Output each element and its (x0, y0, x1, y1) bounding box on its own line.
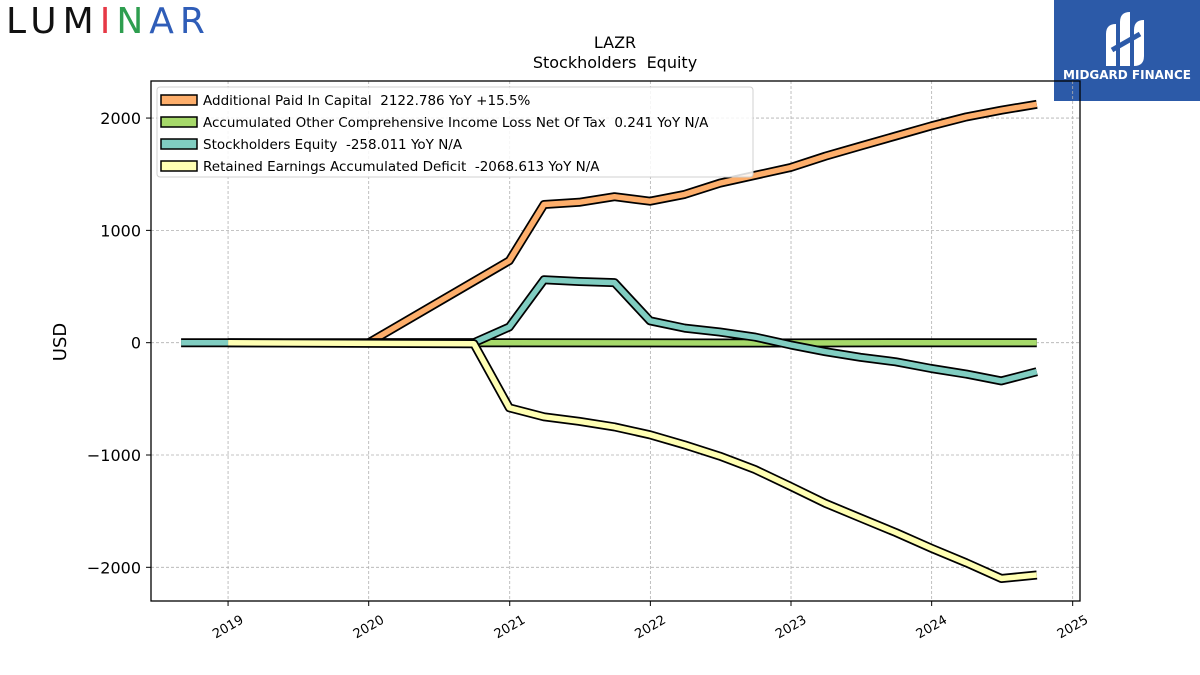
legend-swatch (161, 139, 197, 149)
series-line-3 (181, 280, 1037, 381)
legend-entry: Additional Paid In Capital 2122.786 YoY … (203, 93, 531, 109)
chart-subtitle: Stockholders Equity (533, 53, 697, 72)
x-tick-label: 2021 (492, 613, 528, 643)
y-tick-label: 2000 (100, 109, 141, 128)
x-tick-label: 2020 (351, 613, 387, 643)
legend-entry: Stockholders Equity -258.011 YoY N/A (203, 137, 463, 153)
y-tick-label: −1000 (87, 446, 141, 465)
legend-entry: Accumulated Other Comprehensive Income L… (203, 115, 709, 131)
chart-title: LAZR (594, 33, 636, 52)
x-tick-label: 2022 (633, 613, 669, 643)
y-tick-label: 0 (131, 334, 141, 353)
x-tick-label: 2025 (1055, 613, 1091, 643)
y-axis-label: USD (50, 323, 71, 361)
series-line-4 (228, 343, 1037, 579)
y-tick-label: 1000 (100, 221, 141, 240)
x-tick-label: 2019 (210, 613, 246, 643)
x-tick-label: 2023 (773, 613, 809, 643)
x-tick-label: 2024 (914, 613, 950, 643)
legend-swatch (161, 117, 197, 127)
stockholders-equity-chart: LAZR Stockholders Equity USD 2000 1000 0 −1… (0, 0, 1200, 675)
y-tick-label: −2000 (87, 558, 141, 577)
legend-swatch (161, 95, 197, 105)
legend-swatch (161, 161, 197, 171)
legend-entry: Retained Earnings Accumulated Deficit -2… (203, 159, 600, 175)
